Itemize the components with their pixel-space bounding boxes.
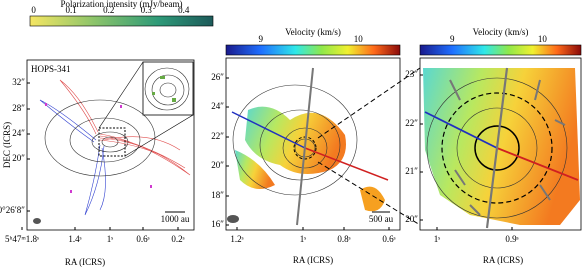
colorbar <box>419 44 582 56</box>
x-tick-label: 5ʰ47ᵐ1.8ˢ <box>5 234 39 244</box>
panel-label: HOPS-341 <box>31 64 71 74</box>
x-tick-label: 1.2ˢ <box>230 234 243 244</box>
x-tick-label: 0.6ˢ <box>382 234 395 244</box>
x-tick-label: 0.2ˢ <box>171 234 184 244</box>
colorbar-tick-label: 0.2 <box>103 5 114 15</box>
scalebar-label: 1000 au <box>161 214 190 224</box>
y-tick-label: 23″ <box>405 69 418 79</box>
x-tick-label: 1ˢ <box>434 234 441 244</box>
x-axis-title: RA (ICRS) <box>293 255 333 265</box>
panel-1-map <box>26 59 195 231</box>
colorbar-tick-label: 10 <box>354 34 364 44</box>
colorbar-tick-label: 9 <box>259 34 264 44</box>
colorbar-tick-label: 0.3 <box>141 5 153 15</box>
y-tick-label: 32″ <box>12 77 25 87</box>
y-tick-label: 16″ <box>211 219 224 229</box>
colorbar-tick-label: 0.4 <box>178 5 190 15</box>
colorbar <box>225 44 401 56</box>
x-tick-label: 1ˢ <box>107 234 114 244</box>
colorbar-tick-label: 0.1 <box>66 5 77 15</box>
colorbar-tick-label: 10 <box>538 34 548 44</box>
colorbar-tick-label: 0 <box>31 5 36 15</box>
colorbar-title: Polarization intensity (mJy/beam) <box>61 0 183 9</box>
y-tick-label: 26″ <box>211 72 224 82</box>
colorbar <box>29 15 214 27</box>
y-axis-title: DEC (ICRS) <box>2 122 12 168</box>
x-axis-title: RA (ICRS) <box>483 255 523 265</box>
x-tick-label: 0.6ˢ <box>136 234 149 244</box>
x-tick-label: 1.4ˢ <box>68 234 81 244</box>
y-tick-label: 18″ <box>211 190 224 200</box>
y-tick-label: 22″ <box>405 118 418 128</box>
y-tick-label: 28″ <box>12 103 25 113</box>
scalebar-label: 500 au <box>369 214 394 224</box>
x-tick-label: 0.8ˢ <box>337 234 350 244</box>
x-tick-label: 1ˢ <box>300 234 307 244</box>
y-tick-label: 24″ <box>211 101 224 111</box>
panel-3-map <box>419 57 582 231</box>
panel-2-map <box>225 57 421 231</box>
colorbar-title: Velocity (km/s) <box>473 27 529 37</box>
x-axis-title: RA (ICRS) <box>65 257 105 267</box>
y-tick-label: 20″ <box>12 153 25 163</box>
x-tick-label: 0.9ˢ <box>505 234 518 244</box>
colorbar-title: Velocity (km/s) <box>285 27 341 37</box>
y-tick-label: 24″ <box>12 128 25 138</box>
y-tick-label: −0°26′8″ <box>0 205 25 215</box>
y-tick-label: 20″ <box>405 214 418 224</box>
colorbar-tick-label: 9 <box>450 34 455 44</box>
y-tick-label: 22″ <box>211 131 224 141</box>
y-tick-label: 20″ <box>211 160 224 170</box>
y-tick-label: 21″ <box>405 166 418 176</box>
